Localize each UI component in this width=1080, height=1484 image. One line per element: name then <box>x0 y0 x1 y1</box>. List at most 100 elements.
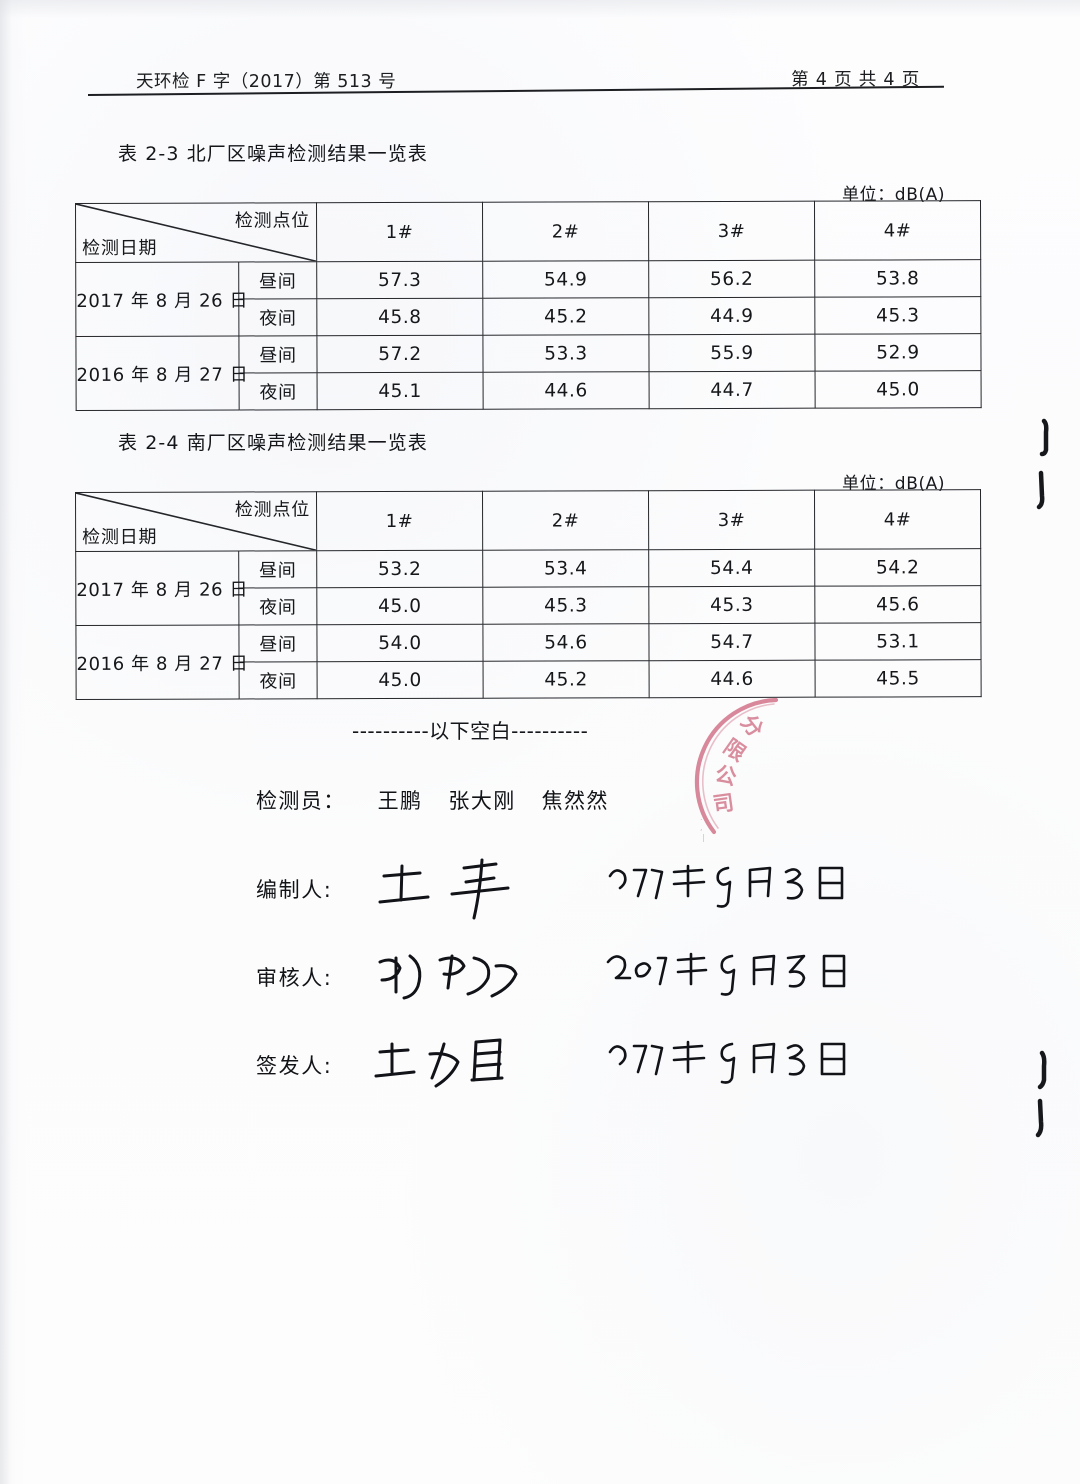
measurement-point-label: 检测点位 <box>234 499 311 521</box>
point-header-2: 2# <box>482 201 649 262</box>
value-cell: 53.3 <box>482 334 650 373</box>
svg-text:.: . <box>700 813 703 822</box>
value-cell: 57.2 <box>316 335 484 373</box>
binding-mark-icon <box>1036 418 1054 458</box>
period-cell: 夜间 <box>239 661 318 699</box>
value-cell: 45.1 <box>317 372 484 410</box>
value-cell: 45.3 <box>648 586 815 624</box>
value-cell: 45.2 <box>482 297 649 336</box>
date-cell: 2016 年 8 月 27 日 <box>75 335 248 411</box>
signature-role-label: 审核人: <box>256 966 333 990</box>
document-header: 天环检 F 字（2017）第 513 号 第 4 页 共 4 页 <box>87 62 944 102</box>
noise-results-table-south: 检测点位 检测日期 1# 2# 3# 4# 2017 年 8 月 26 日 昼间… <box>75 489 982 700</box>
svg-text:|: | <box>702 833 705 842</box>
report-reference-number: 天环检 F 字（2017）第 513 号 <box>136 72 397 92</box>
handwritten-date <box>604 856 854 918</box>
value-cell: 45.6 <box>814 585 981 624</box>
signature-role-label: 编制人: <box>256 878 333 902</box>
value-cell: 57.3 <box>316 261 483 299</box>
diagonal-header-cell: 检测点位 检测日期 <box>75 202 317 263</box>
value-cell: 44.6 <box>649 660 816 698</box>
value-cell: 56.2 <box>648 260 815 298</box>
period-cell: 昼间 <box>238 550 317 588</box>
table-row: 2017 年 8 月 26 日 昼间 57.3 54.9 56.2 53.8 <box>75 259 981 337</box>
date-cell: 2016 年 8 月 27 日 <box>75 624 248 700</box>
inspectors-line: 检测员： 王鹏 张大刚 焦然然 <box>256 785 635 815</box>
signature-role-label: 签发人: <box>256 1054 333 1078</box>
value-cell: 53.1 <box>814 622 982 661</box>
svg-text:限: 限 <box>719 734 750 766</box>
official-seal-stamp: 分 限 公 司 . , | <box>688 694 864 870</box>
signature-row-preparer: 编制人: <box>256 858 876 932</box>
value-cell: 53.4 <box>482 549 649 588</box>
signature-row-issuer: 签发人: <box>256 1038 876 1108</box>
period-cell: 夜间 <box>239 372 318 410</box>
svg-text:,: , <box>700 823 703 832</box>
date-cell: 2017 年 8 月 26 日 <box>75 261 248 337</box>
table-2-3-unit-label: 单位：dB(A) <box>842 185 946 205</box>
point-header-2: 2# <box>482 490 649 551</box>
table-row: 2017 年 8 月 26 日 昼间 53.2 53.4 54.4 54.2 <box>75 548 981 626</box>
value-cell: 45.2 <box>483 660 650 699</box>
page-indicator: 第 4 页 共 4 页 <box>791 70 920 90</box>
table-header-row: 检测点位 检测日期 1# 2# 3# 4# <box>75 489 981 552</box>
point-header-3: 3# <box>648 201 815 261</box>
handwritten-date <box>604 1032 854 1094</box>
inspector-name-2: 张大刚 <box>448 789 516 813</box>
period-cell: 昼间 <box>238 261 317 299</box>
diagonal-header-cell: 检测点位 检测日期 <box>75 491 317 552</box>
value-cell: 44.9 <box>648 297 815 335</box>
handwritten-signature <box>366 940 576 1014</box>
point-header-1: 1# <box>316 202 483 262</box>
table-2-4-unit-label: 单位：dB(A) <box>842 474 946 494</box>
period-cell: 昼间 <box>238 624 318 662</box>
value-cell: 54.2 <box>814 548 981 587</box>
table-2-3-caption: 表 2-3 北厂区噪声检测结果一览表 <box>118 143 428 165</box>
signature-row-reviewer: 审核人: <box>256 950 876 1020</box>
measurement-date-label: 检测日期 <box>82 237 158 259</box>
period-cell: 昼间 <box>238 335 318 373</box>
handwritten-signature <box>366 1028 576 1102</box>
svg-text:公: 公 <box>713 762 739 790</box>
value-cell: 45.0 <box>316 587 483 625</box>
period-cell: 夜间 <box>238 298 317 336</box>
table-row: 2016 年 8 月 27 日 昼间 54.0 54.6 54.7 53.1 <box>75 622 982 700</box>
value-cell: 45.0 <box>815 370 982 409</box>
value-cell: 45.3 <box>814 296 981 335</box>
table-header-row: 检测点位 检测日期 1# 2# 3# 4# <box>75 200 981 263</box>
point-header-4: 4# <box>814 489 981 550</box>
value-cell: 54.7 <box>648 623 816 661</box>
noise-results-table-north: 检测点位 检测日期 1# 2# 3# 4# 2017 年 8 月 26 日 昼间… <box>75 200 982 411</box>
value-cell: 45.3 <box>482 586 649 625</box>
measurement-point-label: 检测点位 <box>234 210 311 232</box>
binding-mark-icon <box>1034 470 1052 510</box>
handwritten-date <box>604 944 854 1006</box>
inspectors-label: 检测员： <box>256 789 346 813</box>
date-cell: 2017 年 8 月 26 日 <box>75 550 248 626</box>
point-header-3: 3# <box>648 490 815 550</box>
point-header-1: 1# <box>316 491 483 551</box>
value-cell: 54.6 <box>482 623 650 662</box>
value-cell: 53.2 <box>316 550 483 588</box>
value-cell: 55.9 <box>648 334 816 372</box>
blank-below-notice: ----------以下空白---------- <box>352 719 589 743</box>
binding-mark-icon <box>1034 1050 1052 1090</box>
value-cell: 45.0 <box>317 661 484 699</box>
value-cell: 53.8 <box>814 259 981 298</box>
point-header-4: 4# <box>814 200 981 261</box>
inspector-name-3: 焦然然 <box>541 789 609 813</box>
table-2-4-caption: 表 2-4 南厂区噪声检测结果一览表 <box>118 432 428 454</box>
handwritten-signature <box>366 852 576 926</box>
diagonal-divider-line <box>76 203 317 262</box>
binding-mark-icon <box>1033 1098 1051 1138</box>
value-cell: 45.5 <box>815 659 982 698</box>
value-cell: 44.7 <box>649 371 816 409</box>
inspector-name-1: 王鹏 <box>377 789 423 813</box>
svg-text:司: 司 <box>711 790 735 817</box>
measurement-date-label: 检测日期 <box>82 526 158 548</box>
value-cell: 44.6 <box>483 371 650 410</box>
diagonal-divider-line <box>76 492 317 551</box>
value-cell: 54.9 <box>482 260 649 299</box>
value-cell: 52.9 <box>814 333 982 372</box>
